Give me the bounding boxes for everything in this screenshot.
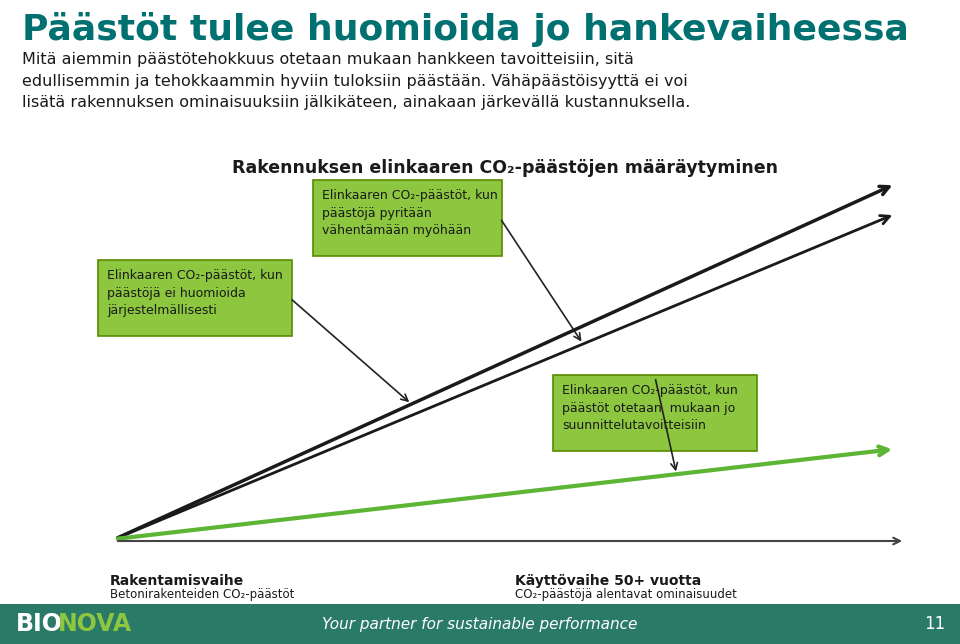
Text: 11: 11	[924, 615, 945, 633]
Text: Elinkaaren CO₂-päästöt, kun
päästöjä ei huomioida
järjestelmällisesti: Elinkaaren CO₂-päästöt, kun päästöjä ei …	[107, 269, 283, 317]
Text: Päästöt tulee huomioida jo hankevaiheessa: Päästöt tulee huomioida jo hankevaiheess…	[22, 12, 909, 47]
Text: Käyttövaihe 50+ vuotta: Käyttövaihe 50+ vuotta	[515, 574, 701, 588]
FancyBboxPatch shape	[553, 375, 757, 451]
Text: Betonirakenteiden CO₂-päästöt: Betonirakenteiden CO₂-päästöt	[110, 588, 295, 601]
Text: BIO: BIO	[16, 612, 62, 636]
FancyBboxPatch shape	[313, 180, 502, 256]
Text: Rakennuksen elinkaaren CO₂-päästöjen määräytyminen: Rakennuksen elinkaaren CO₂-päästöjen mää…	[232, 159, 778, 177]
Text: Rakentamisvaihe: Rakentamisvaihe	[110, 574, 244, 588]
Text: Your partner for sustainable performance: Your partner for sustainable performance	[323, 616, 637, 632]
Text: Mitä aiemmin päästötehokkuus otetaan mukaan hankkeen tavoitteisiin, sitä
edullis: Mitä aiemmin päästötehokkuus otetaan muk…	[22, 52, 690, 110]
Text: Elinkaaren CO₂-päästöt, kun
päästöt otetaan  mukaan jo
suunnittelutavoitteisiin: Elinkaaren CO₂-päästöt, kun päästöt otet…	[562, 384, 737, 432]
Text: Elinkaaren CO₂-päästöt, kun
päästöjä pyritään
vähentämään myöhään: Elinkaaren CO₂-päästöt, kun päästöjä pyr…	[322, 189, 497, 237]
FancyBboxPatch shape	[98, 260, 292, 336]
Text: NOVA: NOVA	[58, 612, 132, 636]
Text: CO₂-päästöjä alentavat ominaisuudet: CO₂-päästöjä alentavat ominaisuudet	[515, 588, 737, 601]
Bar	[0, 604, 960, 644]
